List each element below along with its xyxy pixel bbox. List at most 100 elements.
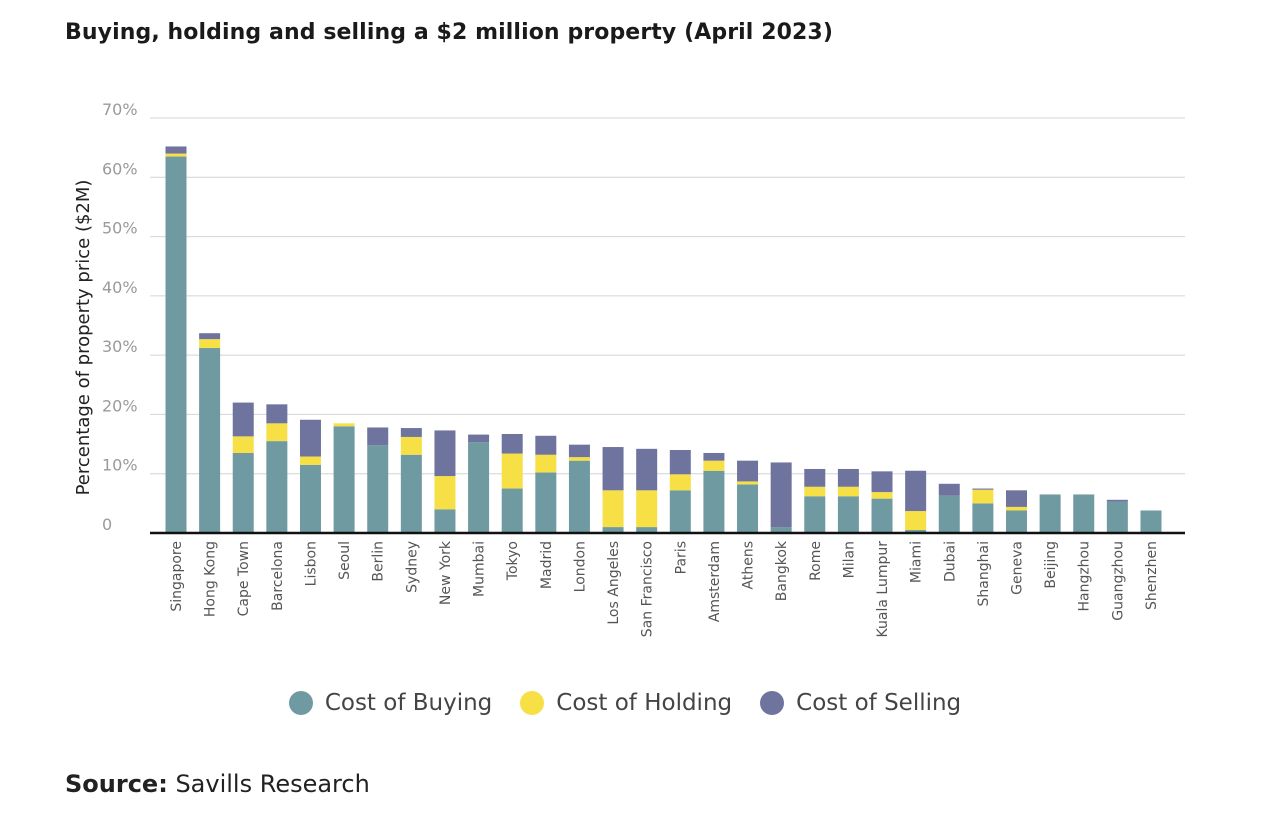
bar-buying-san-francisco — [636, 527, 658, 533]
bar-selling-singapore — [165, 146, 187, 154]
x-tick-label: Paris — [673, 541, 689, 574]
x-tick-label: Madrid — [539, 541, 555, 589]
bar-buying-madrid — [535, 472, 557, 533]
bar-holding-tokyo — [501, 453, 523, 489]
source-note: Source: Savills Research — [65, 770, 370, 798]
y-tick-label: 10% — [102, 456, 138, 475]
bar-selling-san-francisco — [636, 448, 658, 491]
bar-holding-madrid — [535, 454, 557, 473]
bar-selling-kuala-lumpur — [871, 471, 893, 493]
bar-holding-amsterdam — [703, 460, 725, 471]
x-tick-label: New York — [438, 540, 454, 605]
bar-buying-bangkok — [770, 527, 792, 533]
bar-buying-geneva — [1006, 510, 1027, 533]
bar-selling-new-york — [434, 430, 456, 477]
bar-buying-milan — [837, 496, 859, 533]
bar-buying-los-angeles — [602, 527, 624, 533]
bar-buying-london — [568, 460, 590, 533]
bar-selling-shanghai — [972, 488, 994, 490]
x-tick-label: Hangzhou — [1077, 541, 1093, 612]
y-tick-label: 20% — [102, 396, 138, 415]
bar-holding-shanghai — [972, 489, 994, 504]
bar-holding-paris — [669, 474, 691, 491]
x-tick-label: Amsterdam — [707, 541, 723, 622]
bar-buying-tokyo — [501, 488, 523, 533]
bar-buying-miami — [905, 530, 927, 533]
y-tick-label: 30% — [102, 337, 138, 356]
x-tick-label: Geneva — [1010, 541, 1026, 595]
x-tick-label: Shenzhen — [1144, 541, 1160, 610]
bar-selling-bangkok — [770, 462, 792, 528]
x-tick-label: Guangzhou — [1110, 541, 1126, 621]
bar-holding-new-york — [434, 476, 456, 510]
bar-holding-barcelona — [266, 423, 288, 442]
bar-buying-lisbon — [299, 464, 321, 533]
bar-selling-miami — [905, 470, 927, 512]
chart-legend: Cost of Buying Cost of Holding Cost of S… — [0, 690, 1250, 716]
bar-buying-berlin — [367, 445, 389, 533]
bar-buying-hong-kong — [199, 348, 221, 533]
x-tick-label: Mumbai — [472, 541, 488, 597]
chart-title: Buying, holding and selling a $2 million… — [65, 20, 833, 45]
bar-holding-milan — [837, 486, 859, 497]
bar-buying-dubai — [938, 495, 960, 533]
bar-holding-cape-town — [232, 436, 254, 453]
bar-buying-athens — [737, 484, 759, 533]
bar-holding-lisbon — [299, 456, 321, 465]
bar-holding-hong-kong — [199, 339, 221, 349]
bar-selling-los-angeles — [602, 447, 624, 491]
legend-swatch-holding — [520, 691, 545, 715]
bar-selling-athens — [737, 460, 759, 482]
source-label: Source: — [65, 770, 168, 798]
bar-buying-singapore — [165, 156, 187, 534]
x-tick-label: Dubai — [942, 541, 958, 582]
bar-buying-guangzhou — [1106, 501, 1128, 533]
source-text: Savills Research — [175, 770, 370, 798]
bar-holding-athens — [737, 481, 759, 485]
legend-label-selling: Cost of Selling — [796, 690, 962, 716]
legend-item-selling: Cost of Selling — [760, 690, 961, 716]
bar-holding-san-francisco — [636, 490, 658, 528]
bar-selling-mumbai — [468, 434, 490, 443]
bar-selling-hong-kong — [199, 333, 221, 340]
bar-holding-rome — [804, 486, 826, 497]
bar-selling-rome — [804, 468, 826, 487]
bar-selling-dubai — [938, 483, 960, 496]
legend-item-holding: Cost of Holding — [520, 690, 732, 716]
bar-buying-paris — [669, 490, 691, 533]
bar-buying-kuala-lumpur — [871, 498, 893, 533]
bar-buying-amsterdam — [703, 470, 725, 533]
bar-holding-miami — [905, 511, 927, 531]
x-tick-label: London — [572, 541, 588, 592]
x-tick-label: Miami — [909, 541, 925, 583]
bar-selling-cape-town — [232, 402, 254, 437]
x-tick-label: Sydney — [404, 541, 420, 593]
x-tick-label: Bangkok — [774, 540, 790, 601]
x-tick-label: Tokyo — [505, 541, 521, 581]
bar-holding-geneva — [1006, 506, 1027, 511]
bar-selling-guangzhou — [1106, 499, 1128, 502]
bar-buying-new-york — [434, 509, 456, 533]
bar-selling-sydney — [400, 428, 422, 437]
bar-holding-seoul — [333, 423, 355, 427]
bar-buying-shanghai — [972, 503, 994, 533]
legend-label-buying: Cost of Buying — [324, 690, 493, 716]
x-tick-label: Lisbon — [303, 541, 319, 586]
x-tick-label: Cape Town — [236, 541, 252, 616]
bar-buying-shenzhen — [1140, 510, 1162, 533]
x-tick-label: Hong Kong — [203, 541, 219, 617]
x-tick-label: Singapore — [169, 541, 185, 612]
y-tick-label: 70% — [102, 100, 138, 119]
bar-buying-rome — [804, 496, 826, 533]
legend-swatch-buying — [288, 691, 313, 715]
bar-holding-sydney — [400, 436, 422, 455]
x-tick-label: Seoul — [337, 541, 353, 580]
x-tick-label: Shanghai — [976, 541, 992, 606]
y-tick-label: 60% — [102, 159, 138, 178]
x-tick-label: San Francisco — [640, 541, 656, 637]
bar-buying-cape-town — [232, 452, 254, 533]
legend-item-buying: Cost of Buying — [288, 690, 493, 716]
bar-selling-milan — [837, 468, 859, 487]
x-tick-label: Berlin — [371, 541, 387, 582]
y-tick-label: 0 — [102, 515, 112, 534]
